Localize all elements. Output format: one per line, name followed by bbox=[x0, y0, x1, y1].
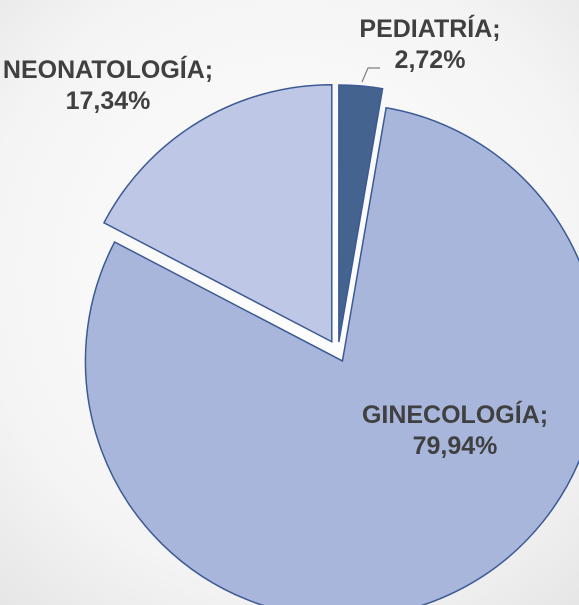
pie-slice bbox=[338, 84, 384, 343]
slice-label: GINECOLOGÍA; 79,94% bbox=[362, 400, 548, 462]
value-label: 79,94% bbox=[412, 432, 498, 460]
separator: ; bbox=[204, 56, 214, 84]
value-label: 2,72% bbox=[394, 46, 466, 74]
pie-slice bbox=[84, 106, 579, 605]
separator: ; bbox=[492, 15, 501, 43]
leader-line bbox=[361, 67, 380, 83]
category-name: GINECOLOGÍA bbox=[361, 401, 540, 429]
category-name: PEDIATRÍA bbox=[359, 15, 493, 43]
value-label: 17,34% bbox=[65, 87, 151, 115]
category-name: NEONATOLOGÍA bbox=[2, 56, 205, 84]
label-line: GINECOLOGÍA; bbox=[362, 400, 548, 431]
label-line: PEDIATRÍA; bbox=[359, 14, 500, 45]
label-line: NEONATOLOGÍA; bbox=[3, 55, 213, 86]
slice-label: NEONATOLOGÍA; 17,34% bbox=[3, 55, 213, 117]
pie-slice bbox=[102, 83, 333, 343]
slice-label: PEDIATRÍA; 2,72% bbox=[359, 14, 500, 76]
separator: ; bbox=[539, 401, 549, 429]
